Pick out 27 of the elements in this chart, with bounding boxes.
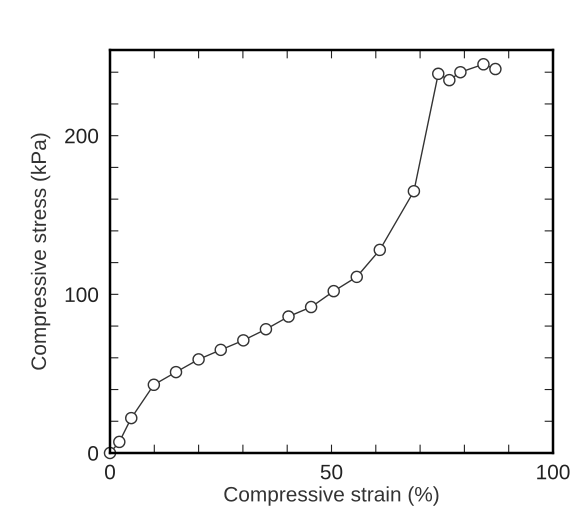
- point: [454, 66, 467, 78]
- point: [408, 184, 420, 198]
- point: [237, 334, 250, 347]
- point: [125, 412, 138, 424]
- point: [443, 74, 456, 86]
- x-tick-label: 100: [537, 464, 570, 480]
- y-axis-title: Compressive stress (kPa): [30, 134, 50, 370]
- point: [477, 58, 490, 71]
- point: [304, 300, 318, 314]
- point: [432, 68, 445, 80]
- point: [374, 244, 386, 256]
- point: [170, 366, 182, 378]
- point: [214, 344, 227, 356]
- y-tick-label: 0: [88, 446, 98, 461]
- point: [148, 378, 160, 392]
- point: [260, 322, 272, 336]
- point: [113, 436, 126, 448]
- y-tick-label: 100: [66, 287, 98, 302]
- point: [282, 310, 295, 323]
- point: [489, 62, 502, 76]
- point: [192, 353, 205, 366]
- x-axis-title: Compressive strain (%): [224, 486, 438, 506]
- point: [350, 270, 363, 284]
- x-tick-label: 50: [320, 464, 342, 480]
- point: [327, 284, 340, 298]
- y-tick-label: 200: [65, 128, 98, 144]
- x-tick-label: 0: [105, 464, 115, 480]
